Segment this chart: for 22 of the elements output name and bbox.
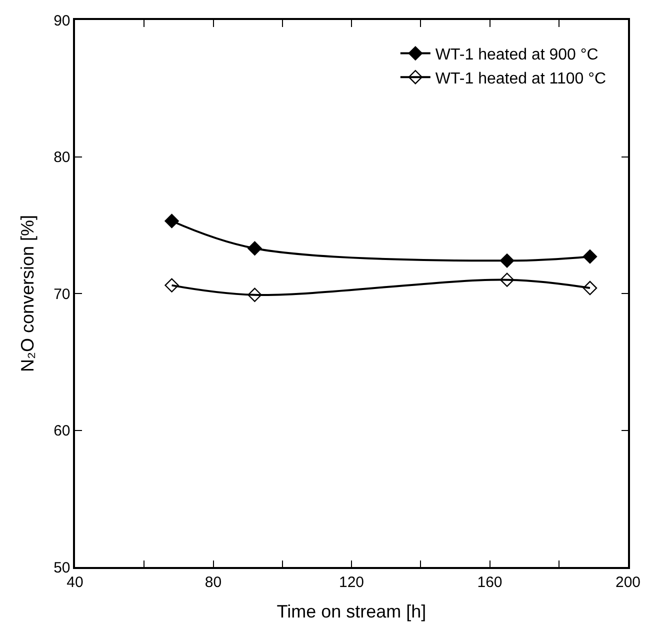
x-tick-label: 40 <box>66 574 84 591</box>
y-tick-label: 60 <box>54 422 70 440</box>
point <box>582 280 598 296</box>
point <box>248 241 262 256</box>
y-tick-label: 50 <box>54 559 70 576</box>
y-axis-title: N₂O conversion [%] <box>17 214 38 372</box>
x-axis-title: Time on stream [h] <box>276 601 426 622</box>
y-tick-label: 90 <box>54 12 70 30</box>
point <box>248 288 262 302</box>
point <box>164 278 179 292</box>
legend-label: WT-1 heated at 1100 °C <box>435 70 606 88</box>
y-tick-label: 70 <box>54 286 70 303</box>
y-tick-label: 80 <box>54 149 70 166</box>
legend-label: WT-1 heated at 900 °C <box>435 46 598 64</box>
x-tick-label: 80 <box>204 574 222 591</box>
x-tick-label: 200 <box>615 574 641 591</box>
point <box>582 249 598 264</box>
x-tick-label: 120 <box>338 574 364 591</box>
point <box>500 254 514 268</box>
point <box>164 214 179 228</box>
x-tick-label: 160 <box>477 574 502 591</box>
point <box>500 272 514 287</box>
